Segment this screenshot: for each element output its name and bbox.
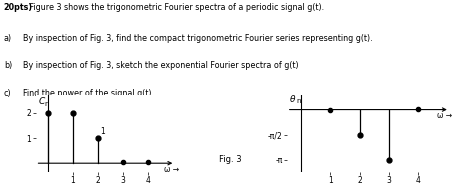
Text: 1: 1 [100,127,105,136]
Text: Find the power of the signal g(t): Find the power of the signal g(t) [18,89,152,98]
Text: ω →: ω → [437,111,452,119]
Text: n: n [296,98,301,104]
Text: b): b) [4,61,12,70]
Text: c): c) [4,89,11,98]
Text: By inspection of Fig. 3, find the compact trigonometric Fourier series represent: By inspection of Fig. 3, find the compac… [18,34,373,43]
Text: θ: θ [290,96,296,104]
Text: ω →: ω → [164,165,179,174]
Text: n: n [44,101,49,107]
Text: 20pts): 20pts) [4,3,33,12]
Text: C: C [38,97,45,106]
Text: By inspection of Fig. 3, sketch the exponential Fourier spectra of g(t): By inspection of Fig. 3, sketch the expo… [18,61,299,70]
Text: Figure 3 shows the trigonometric Fourier spectra of a periodic signal g(t).: Figure 3 shows the trigonometric Fourier… [27,3,324,12]
Text: Fig. 3: Fig. 3 [219,155,241,164]
Text: a): a) [4,34,12,43]
